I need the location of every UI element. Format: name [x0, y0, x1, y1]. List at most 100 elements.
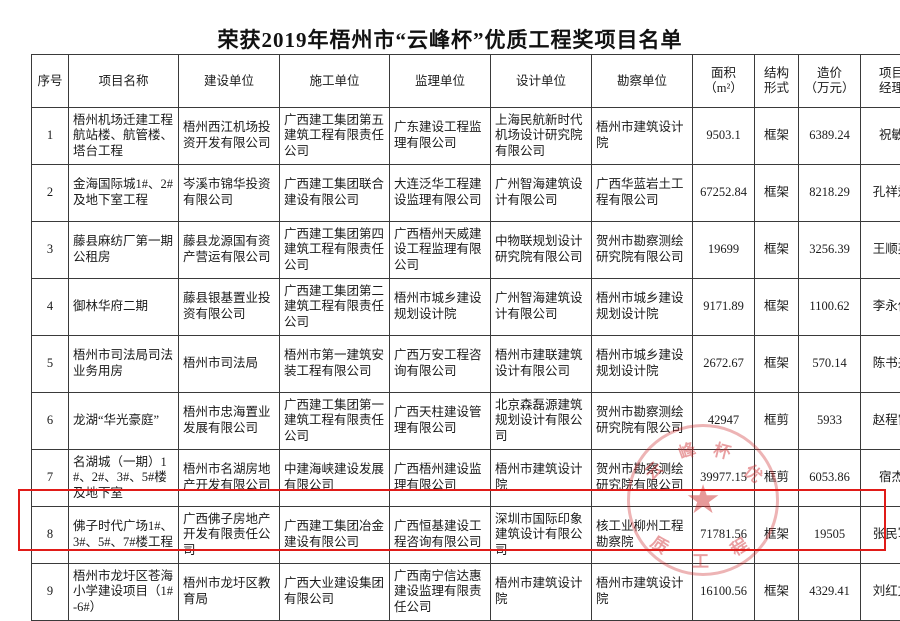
cell-builder: 梧州西江机场投资开发有限公司 — [179, 108, 280, 165]
col-header-project-label: 项目名称 — [73, 74, 174, 89]
cell-designer: 深圳市国际印象建筑设计有限公司 — [491, 507, 592, 564]
cell-area: 9503.1 — [693, 108, 755, 165]
col-header-manager-label: 项目 — [865, 66, 900, 81]
cell-constructor: 广西建工集团第二建筑工程有限责任公司 — [280, 279, 390, 336]
cell-project-name: 梧州市龙圩区苍海小学建设项目（1#-6#） — [69, 564, 179, 621]
cell-manager: 赵程宙 — [861, 393, 900, 450]
cell-project-name: 龙湖“华光豪庭” — [69, 393, 179, 450]
cell-project-name: 金海国际城1#、2#及地下室工程 — [69, 165, 179, 222]
cell-cost: 570.14 — [799, 336, 861, 393]
cell-surveyor: 贺州市勘察测绘研究院有限公司 — [592, 222, 693, 279]
cell-supervisor: 广西南宁信达惠建设监理有限责任公司 — [390, 564, 491, 621]
col-header-builder-label: 建设单位 — [183, 74, 275, 89]
cell-structure: 框架 — [755, 165, 799, 222]
col-header-cost-unit: （万元） — [803, 81, 856, 96]
cell-cost: 4329.41 — [799, 564, 861, 621]
cell-builder: 梧州市名湖房地产开发有限公司 — [179, 450, 280, 507]
cell-surveyor: 贺州市勘察测绘研究院有限公司 — [592, 393, 693, 450]
cell-index: 2 — [32, 165, 69, 222]
cell-surveyor: 贺州市勘察测绘研究院有限公司 — [592, 450, 693, 507]
cell-cost: 1100.62 — [799, 279, 861, 336]
cell-supervisor: 广西梧州建设监理有限公司 — [390, 450, 491, 507]
cell-area: 9171.89 — [693, 279, 755, 336]
cell-structure: 框剪 — [755, 450, 799, 507]
cell-manager: 宿杰 — [861, 450, 900, 507]
cell-manager: 陈书卉 — [861, 336, 900, 393]
cell-index: 7 — [32, 450, 69, 507]
page-title: 荣获2019年梧州市“云峰杯”优质工程奖项目名单 — [0, 24, 900, 54]
cell-index: 4 — [32, 279, 69, 336]
cell-project-name: 梧州机场迁建工程航站楼、航管楼、塔台工程 — [69, 108, 179, 165]
table-header: 序号 项目名称 建设单位 施工单位 监理单位 设计单位 勘察单位 面积 （m²）… — [32, 55, 900, 108]
cell-designer: 广州智海建筑设计有限公司 — [491, 165, 592, 222]
col-header-supervisor-label: 监理单位 — [394, 74, 486, 89]
col-header-cost-label: 造价 — [803, 66, 856, 81]
cell-designer: 梧州市建筑设计院 — [491, 450, 592, 507]
table-header-row: 序号 项目名称 建设单位 施工单位 监理单位 设计单位 勘察单位 面积 （m²）… — [32, 55, 900, 108]
cell-area: 16100.56 — [693, 564, 755, 621]
cell-builder: 藤县银基置业投资有限公司 — [179, 279, 280, 336]
cell-constructor: 广西大业建设集团有限公司 — [280, 564, 390, 621]
cell-area: 2672.67 — [693, 336, 755, 393]
cell-area: 39977.15 — [693, 450, 755, 507]
cell-structure: 框剪 — [755, 393, 799, 450]
cell-constructor: 中建海峡建设发展有限公司 — [280, 450, 390, 507]
cell-surveyor: 梧州市建筑设计院 — [592, 564, 693, 621]
cell-structure: 框架 — [755, 336, 799, 393]
cell-cost: 6053.86 — [799, 450, 861, 507]
cell-constructor: 广西建工集团第一建筑工程有限责任公司 — [280, 393, 390, 450]
cell-manager: 李永佳 — [861, 279, 900, 336]
col-header-manager-label2: 经理 — [865, 81, 900, 96]
col-header-builder: 建设单位 — [179, 55, 280, 108]
cell-structure: 框架 — [755, 279, 799, 336]
cell-manager: 刘红文 — [861, 564, 900, 621]
cell-index: 1 — [32, 108, 69, 165]
cell-index: 6 — [32, 393, 69, 450]
cell-constructor: 广西建工集团冶金建设有限公司 — [280, 507, 390, 564]
cell-project-name: 名湖城（一期）1#、2#、3#、5#楼及地下室 — [69, 450, 179, 507]
cell-project-name: 佛子时代广场1#、3#、5#、7#楼工程 — [69, 507, 179, 564]
cell-constructor: 广西建工集团第四建筑工程有限责任公司 — [280, 222, 390, 279]
cell-index: 8 — [32, 507, 69, 564]
cell-constructor: 广西建工集团第五建筑工程有限责任公司 — [280, 108, 390, 165]
cell-cost: 19505 — [799, 507, 861, 564]
cell-project-name: 御林华府二期 — [69, 279, 179, 336]
col-header-designer: 设计单位 — [491, 55, 592, 108]
cell-index: 5 — [32, 336, 69, 393]
col-header-area-label: 面积 — [697, 66, 750, 81]
col-header-structure: 结构 形式 — [755, 55, 799, 108]
cell-designer: 中物联规划设计研究院有限公司 — [491, 222, 592, 279]
cell-builder: 梧州市龙圩区教育局 — [179, 564, 280, 621]
col-header-index: 序号 — [32, 55, 69, 108]
col-header-surveyor: 勘察单位 — [592, 55, 693, 108]
cell-manager: 孔祥斌 — [861, 165, 900, 222]
cell-manager: 王顺英 — [861, 222, 900, 279]
col-header-constructor: 施工单位 — [280, 55, 390, 108]
cell-builder: 岑溪市锦华投资有限公司 — [179, 165, 280, 222]
cell-project-name: 藤县麻纺厂第一期公租房 — [69, 222, 179, 279]
cell-supervisor: 广西梧州天威建设工程监理有限公司 — [390, 222, 491, 279]
cell-supervisor: 梧州市城乡建设规划设计院 — [390, 279, 491, 336]
cell-cost: 8218.29 — [799, 165, 861, 222]
col-header-structure-label: 结构 — [759, 66, 794, 81]
cell-manager: 张民军 — [861, 507, 900, 564]
cell-supervisor: 广东建设工程监理有限公司 — [390, 108, 491, 165]
col-header-area: 面积 （m²） — [693, 55, 755, 108]
cell-designer: 上海民航新时代机场设计研究院有限公司 — [491, 108, 592, 165]
cell-builder: 藤县龙源国有资产营运有限公司 — [179, 222, 280, 279]
cell-cost: 5933 — [799, 393, 861, 450]
col-header-area-unit: （m²） — [697, 81, 750, 96]
col-header-designer-label: 设计单位 — [495, 74, 587, 89]
col-header-supervisor: 监理单位 — [390, 55, 491, 108]
cell-designer: 广州智海建筑设计有限公司 — [491, 279, 592, 336]
col-header-index-label: 序号 — [36, 74, 64, 89]
cell-structure: 框架 — [755, 507, 799, 564]
cell-area: 71781.56 — [693, 507, 755, 564]
cell-area: 42947 — [693, 393, 755, 450]
cell-area: 67252.84 — [693, 165, 755, 222]
